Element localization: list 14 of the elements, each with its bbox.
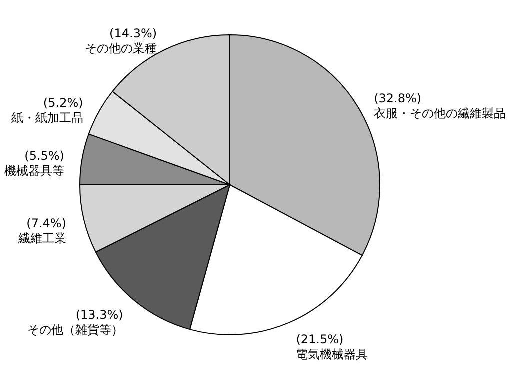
slice-label: その他（雑貨等）	[27, 322, 124, 337]
data-label: (14.3%)	[110, 26, 158, 41]
data-label: (13.3%)	[76, 308, 124, 322]
slice-label: その他の業種	[85, 42, 158, 56]
slice-label: 衣服・その他の繊維製品	[374, 106, 506, 121]
slice-label: 電気機械器具	[296, 347, 368, 362]
slice-label: 繊維工業	[18, 232, 67, 246]
data-label: (7.4%)	[26, 216, 67, 231]
slice-label: 機械器具等	[4, 164, 64, 178]
data-label: (32.8%)	[374, 92, 422, 106]
data-label: (21.5%)	[296, 332, 344, 346]
data-label: (5.2%)	[43, 96, 84, 110]
data-label: (5.5%)	[24, 149, 64, 164]
slice-label: 紙・紙加工品	[11, 111, 84, 126]
